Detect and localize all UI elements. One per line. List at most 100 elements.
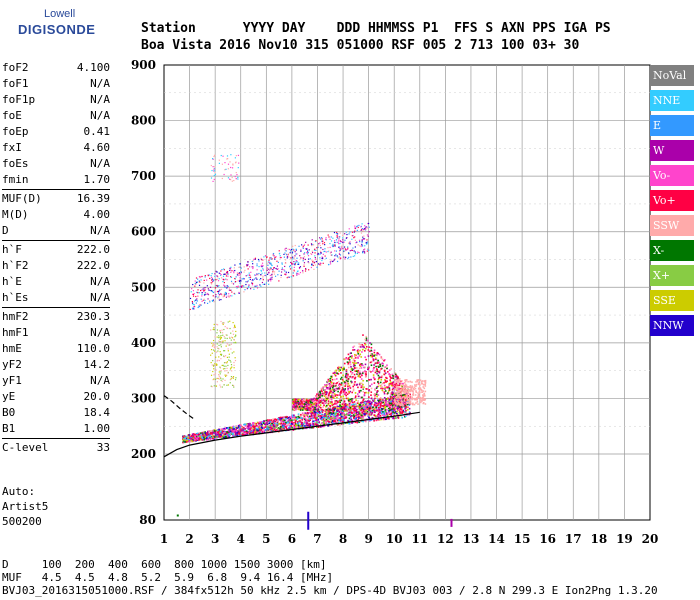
echo-point [355,412,358,415]
echo-point [203,431,206,433]
echo-point [394,392,397,394]
echo-point [374,358,377,360]
echo-point [202,432,204,435]
echo-point [266,421,268,424]
echo-point [344,250,346,252]
echo-point [324,422,327,425]
echo-point [400,395,403,397]
echo-point [400,384,402,386]
echo-point [369,414,372,416]
echo-point [354,230,356,232]
echo-point [304,421,306,424]
echo-point [355,417,358,419]
echo-point [316,417,319,419]
echo-point [202,434,204,436]
echo-point [373,400,376,402]
echo-point [408,400,411,403]
echo-point [339,232,341,234]
echo-point [364,406,367,409]
echo-point [319,250,322,252]
echo-point [196,437,198,440]
echo-point [306,421,308,423]
echo-point [225,296,228,298]
x-tick-label: 14 [488,532,505,546]
echo-point [274,258,276,260]
echo-point [386,377,388,380]
echo-point [194,438,196,440]
echo-point [375,405,377,408]
echo-point [218,294,220,296]
echo-point [315,415,317,418]
echo-point [199,437,201,440]
echo-point [223,427,226,430]
echo-point [392,392,394,395]
echo-point [392,377,394,380]
echo-point [197,437,200,440]
echo-point [298,425,301,427]
echo-point [396,407,399,410]
echo-point [258,432,261,434]
echo-point [377,359,379,362]
echo-point [343,419,345,421]
echo-point [290,416,293,419]
echo-point [370,383,373,386]
echo-point [201,275,203,278]
echo-point [264,255,267,257]
echo-point [300,422,303,424]
echo-point [313,415,316,417]
param-value: N/A [90,109,110,122]
echo-point [364,225,366,227]
echo-point [270,428,272,431]
echo-point [309,422,311,425]
echo-point [300,405,302,408]
echo-point [292,405,294,407]
echo-point [327,400,330,402]
echo-point [352,388,355,391]
echo-point [260,265,262,267]
echo-point [370,404,372,407]
echo-point [325,398,328,401]
echo-point [288,428,290,431]
echo-point [340,240,342,243]
echo-point [422,395,425,398]
echo-point [336,396,338,399]
param-name: yE [2,390,16,403]
echo-point [404,411,407,413]
echo-point [305,405,308,408]
echo-point [272,271,274,273]
echo-point [311,416,314,418]
echo-point [390,414,392,417]
echo-point [402,401,404,404]
echo-point [355,415,357,418]
echo-point [417,396,419,399]
echo-point [394,410,397,413]
echo-point [235,431,238,433]
echo-point [308,405,310,408]
echo-point [411,396,413,398]
echo-point [294,421,297,424]
echo-point [345,394,347,397]
echo-point [289,252,291,254]
echo-point [314,409,316,411]
scaled-parameters: foF2 4.100 foF1 N/A foF1p N/A foE N/A foEp 0.41 fx… [2,60,110,456]
echo-point [356,225,359,227]
echo-point [403,395,405,398]
echo-point [190,438,193,440]
echo-point [411,385,413,388]
echo-point [329,246,331,249]
echo-point [267,280,269,282]
echo-point [329,404,331,407]
echo-point [350,418,353,421]
echo-point [370,396,373,399]
echo-point [209,433,212,435]
echo-point [319,417,322,419]
param-name: foF1p [2,93,36,106]
echo-point [288,418,291,421]
echo-point [391,382,394,384]
echo-point [377,406,380,409]
echo-point [305,422,308,425]
echo-point [383,381,385,384]
echo-point [345,249,347,251]
echo-point [327,411,330,414]
echo-point [397,381,400,384]
